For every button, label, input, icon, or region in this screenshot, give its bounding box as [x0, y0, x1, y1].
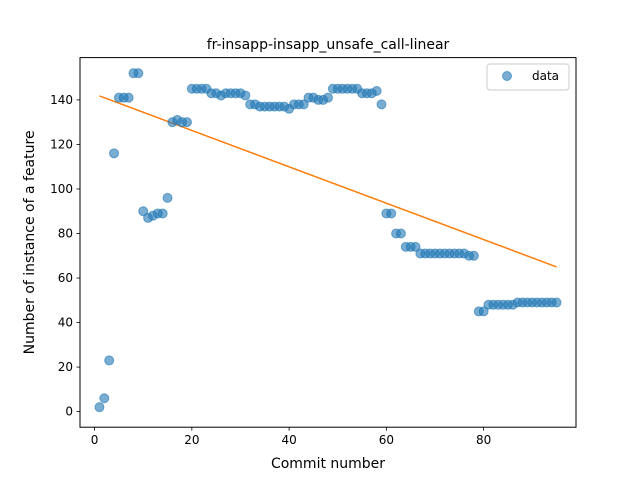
data-point — [99, 393, 110, 404]
y-tick-label: 100 — [50, 182, 73, 196]
data-point — [323, 92, 333, 103]
data-point — [138, 206, 149, 217]
data-point — [371, 85, 382, 96]
y-tick-label: 140 — [50, 93, 73, 107]
data-points-layer — [94, 68, 562, 413]
data-point — [94, 402, 105, 413]
data-point — [123, 92, 134, 103]
legend-box — [486, 63, 570, 91]
data-point — [181, 117, 192, 128]
x-tick-label: 20 — [184, 433, 199, 447]
chart-title: fr-insapp-insapp_unsafe_call-linear — [207, 37, 450, 53]
data-point — [240, 90, 251, 101]
legend-label-data: data — [532, 69, 559, 83]
x-tick-label: 80 — [476, 433, 491, 447]
x-axis: 0 20 40 60 80 — [91, 427, 491, 447]
y-tick-label: 20 — [58, 360, 73, 374]
legend-marker-data — [502, 71, 512, 81]
data-point — [386, 208, 397, 219]
y-tick-label: 40 — [58, 316, 73, 330]
y-tick-label: 60 — [58, 271, 73, 285]
plot-area — [79, 57, 577, 428]
data-point — [395, 228, 406, 239]
y-axis-label: Number of instance of a feature — [22, 130, 38, 354]
y-tick-label: 0 — [65, 405, 73, 419]
data-point — [162, 192, 173, 203]
legend: data — [486, 63, 570, 91]
data-point — [468, 250, 479, 261]
data-point — [376, 99, 387, 110]
data-point — [298, 99, 309, 110]
data-point — [478, 306, 489, 317]
y-tick-label: 120 — [50, 137, 73, 151]
data-point — [104, 355, 115, 366]
x-tick-label: 0 — [91, 433, 99, 447]
x-tick-label: 40 — [281, 433, 296, 447]
data-point — [551, 297, 562, 308]
data-point — [133, 68, 144, 79]
data-point — [157, 208, 168, 219]
x-tick-label: 60 — [379, 433, 394, 447]
y-tick-label: 80 — [58, 226, 73, 240]
y-axis: 0 20 40 60 80 100 120 140 — [50, 93, 80, 419]
data-point — [109, 148, 120, 159]
x-axis-label: Commit number — [271, 456, 385, 472]
data-point — [410, 241, 421, 252]
